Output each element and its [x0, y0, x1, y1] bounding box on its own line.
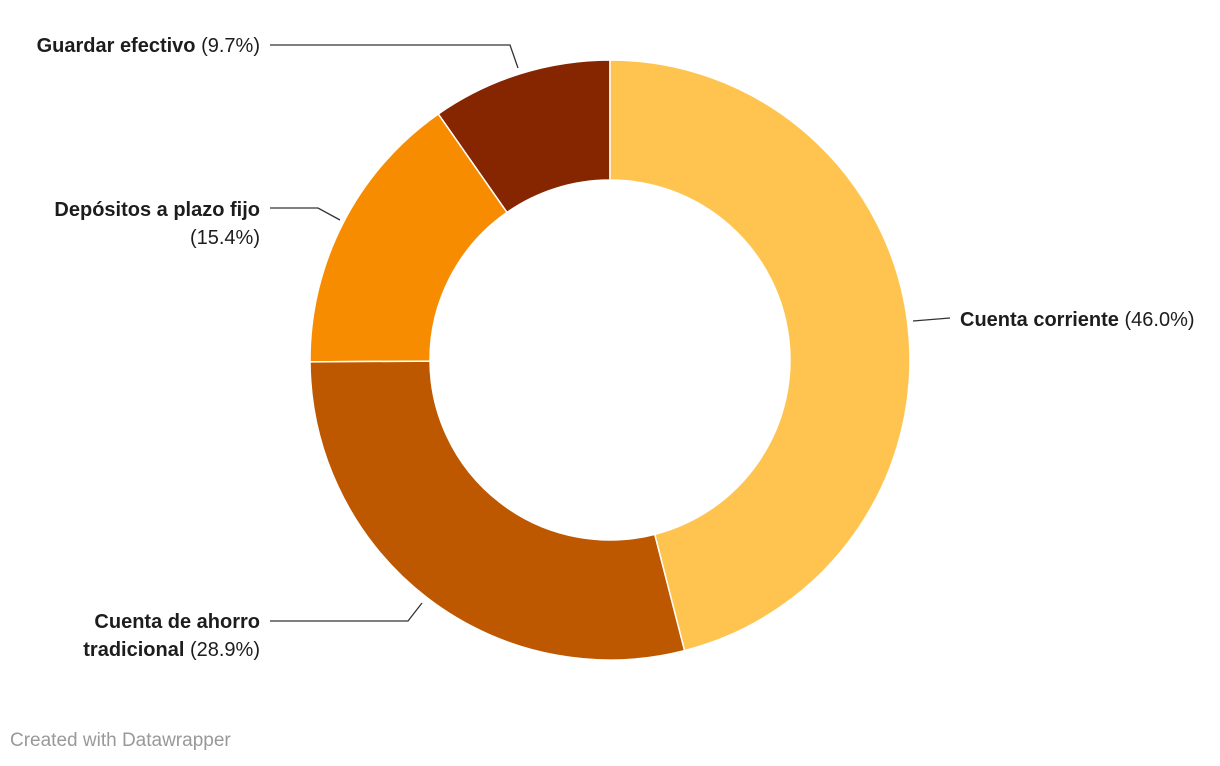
value-label: (15.4%) [189, 227, 260, 249]
slice-label: Guardar efectivo (9.7%) [20, 32, 260, 60]
value-label: (9.7%) [201, 35, 260, 57]
donut-slice [309, 112, 509, 363]
leader-line [270, 44, 519, 69]
leader-line [270, 602, 423, 622]
leader-line [270, 207, 341, 221]
leader-lines [270, 44, 951, 622]
donut-slice [609, 59, 911, 652]
category-label: Guardar efectivo [36, 35, 196, 57]
leader-line [912, 317, 951, 322]
slice-label: Cuenta corriente (46.0%) [960, 306, 1200, 334]
category-label: Cuenta corriente [960, 309, 1119, 331]
value-label: (46.0%) [1124, 309, 1195, 331]
slice-label: Depósitos a plazo fijo (15.4%) [20, 196, 260, 252]
category-label: Depósitos a plazo fijo [54, 199, 260, 221]
credit: Created with Datawrapper [10, 730, 231, 751]
value-label: (28.9%) [189, 639, 260, 661]
donut-slice [309, 360, 686, 661]
category-label: Cuenta de ahorro tradicional [83, 611, 260, 661]
slice-label: Cuenta de ahorro tradicional (28.9%) [20, 608, 260, 664]
